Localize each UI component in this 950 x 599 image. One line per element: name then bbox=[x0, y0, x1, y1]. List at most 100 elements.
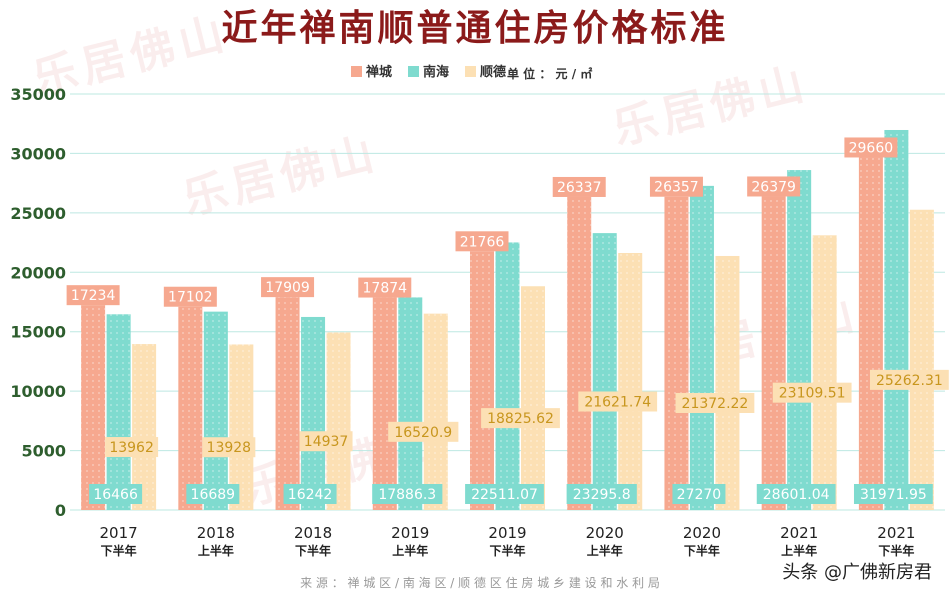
value-labels: 17234 16466 13962 17102 16689 13928 17909 16242… bbox=[66, 137, 949, 504]
bar-texture bbox=[275, 297, 300, 510]
value-label-bg bbox=[261, 277, 315, 298]
value-label-bg bbox=[372, 484, 443, 504]
x-tick-half: 下半年 bbox=[489, 543, 525, 558]
y-tick-label: 0 bbox=[55, 501, 66, 520]
x-tick-half: 下半年 bbox=[878, 543, 914, 558]
value-label-bg bbox=[566, 484, 637, 504]
source-note: 来 源 ： 禅 城 区 / 南 海 区 / 顺 德 区 住 房 城 乡 建 设 … bbox=[300, 575, 660, 590]
y-tick-label: 10000 bbox=[10, 382, 66, 401]
bar-texture bbox=[178, 306, 203, 510]
x-tick-year: 2018 bbox=[197, 524, 235, 542]
value-label-bg bbox=[844, 137, 898, 158]
bar-texture bbox=[106, 314, 131, 510]
value-label: 17886.3 bbox=[378, 487, 436, 503]
value-label: 25262.31 bbox=[876, 373, 943, 389]
value-label: 17234 bbox=[71, 288, 116, 304]
y-axis: 0 5000 10000 15000 20000 25000 30000 35000 bbox=[10, 85, 66, 520]
bar-texture bbox=[787, 170, 812, 510]
value-label: 16689 bbox=[191, 487, 236, 503]
value-label: 16520.9 bbox=[394, 425, 452, 441]
value-label: 17874 bbox=[363, 281, 408, 297]
x-tick-half: 下半年 bbox=[684, 543, 720, 558]
x-tick-year: 2021 bbox=[780, 524, 818, 542]
value-label-bg bbox=[481, 408, 560, 429]
bar-texture bbox=[909, 209, 934, 511]
x-tick-half: 上半年 bbox=[392, 543, 428, 558]
value-label: 13962 bbox=[109, 440, 154, 456]
x-tick-half: 上半年 bbox=[781, 543, 817, 558]
value-label-bg bbox=[552, 176, 606, 197]
bar-texture bbox=[521, 286, 545, 510]
bar-texture bbox=[398, 297, 423, 510]
x-tick-year: 2019 bbox=[488, 524, 526, 542]
value-label-bg bbox=[649, 176, 703, 197]
value-label-bg bbox=[388, 421, 459, 442]
value-label-bg bbox=[747, 176, 801, 197]
value-label-bg bbox=[105, 437, 159, 458]
bar-texture bbox=[229, 344, 254, 510]
bar-texture bbox=[423, 313, 448, 510]
value-label-bg bbox=[756, 484, 836, 504]
legend-label: 顺德 bbox=[480, 64, 506, 80]
value-label: 21621.74 bbox=[584, 395, 651, 411]
y-tick-label: 5000 bbox=[21, 442, 66, 461]
x-tick-year: 2020 bbox=[586, 524, 624, 542]
value-label: 27270 bbox=[677, 487, 722, 503]
legend-label: 南海 bbox=[423, 64, 449, 80]
value-label-bg bbox=[675, 392, 755, 413]
bar-texture bbox=[664, 196, 689, 511]
value-label: 16242 bbox=[288, 487, 333, 503]
bar-texture bbox=[495, 242, 520, 510]
chart-title: 近年禅南顺普通住房价格标准 bbox=[221, 7, 728, 49]
bar-texture bbox=[372, 297, 397, 510]
value-label-bg bbox=[578, 391, 658, 412]
unit-label: 单 位 ： 元 / ㎡ bbox=[507, 66, 592, 81]
value-label: 22511.07 bbox=[471, 487, 538, 503]
value-label: 21766 bbox=[460, 234, 505, 250]
bar-texture bbox=[858, 157, 883, 510]
bar-texture bbox=[567, 196, 592, 510]
bar-texture bbox=[884, 129, 909, 510]
legend-swatch bbox=[465, 66, 476, 77]
bar-texture bbox=[761, 196, 786, 510]
x-tick-year: 2018 bbox=[294, 524, 332, 542]
x-tick-year: 2020 bbox=[683, 524, 721, 542]
x-tick-half: 下半年 bbox=[295, 543, 331, 558]
legend-swatch bbox=[408, 66, 419, 77]
value-label: 28601.04 bbox=[763, 487, 830, 503]
x-tick-half: 上半年 bbox=[587, 543, 623, 558]
value-label: 26357 bbox=[654, 180, 699, 196]
bar-texture bbox=[203, 311, 228, 510]
value-label: 29660 bbox=[849, 140, 894, 156]
bar-texture bbox=[715, 255, 740, 510]
value-label-bg bbox=[358, 277, 412, 298]
value-label-bg bbox=[672, 484, 726, 504]
x-tick-half: 上半年 bbox=[198, 543, 234, 558]
bar-texture bbox=[470, 251, 494, 511]
bar-texture bbox=[81, 305, 106, 510]
author-credit: 头条 @广佛新房君 bbox=[782, 562, 932, 583]
x-tick-half: 下半年 bbox=[101, 543, 137, 558]
bar-texture bbox=[326, 332, 351, 510]
value-label-bg bbox=[465, 484, 544, 504]
bar-texture bbox=[689, 185, 714, 510]
value-label-bg bbox=[89, 484, 143, 504]
bar-texture bbox=[132, 344, 157, 510]
value-label: 13928 bbox=[207, 440, 252, 456]
value-label: 21372.22 bbox=[682, 396, 749, 412]
value-label-bg bbox=[853, 484, 933, 504]
value-label: 17909 bbox=[265, 280, 310, 296]
x-tick-year: 2019 bbox=[391, 524, 429, 542]
value-label: 26379 bbox=[751, 179, 796, 195]
y-tick-label: 15000 bbox=[10, 323, 66, 342]
value-label-bg bbox=[772, 382, 852, 403]
value-label: 31971.95 bbox=[860, 487, 927, 503]
chart-legend: 禅城 南海 顺德 bbox=[351, 64, 506, 80]
bar-texture bbox=[301, 316, 326, 510]
x-axis: 2017下半年2018上半年2018下半年2019上半年2019下半年2020上… bbox=[100, 524, 916, 558]
value-label: 16466 bbox=[93, 487, 138, 503]
value-label: 23295.8 bbox=[573, 487, 631, 503]
bar-texture bbox=[618, 253, 643, 510]
value-label-bg bbox=[163, 286, 217, 307]
value-label-bg bbox=[186, 484, 240, 504]
